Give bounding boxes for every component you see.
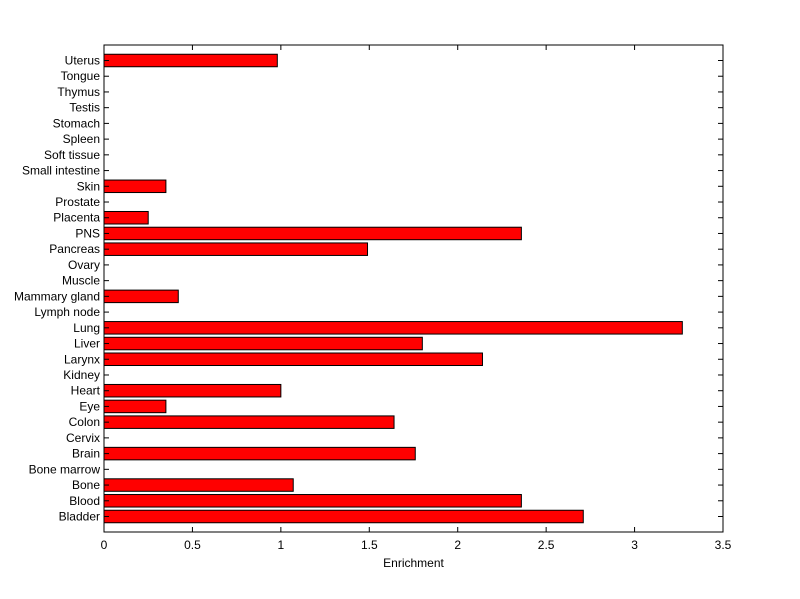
ticks-group: [103, 45, 724, 532]
y-tick-label-bone-marrow: Bone marrow: [29, 462, 101, 476]
x-axis-title: Enrichment: [383, 556, 444, 570]
x-tick-label-2: 1: [278, 538, 285, 552]
y-tick-label-lymph-node: Lymph node: [34, 305, 100, 319]
y-tick-label-skin: Skin: [77, 179, 100, 193]
x-tick-labels-group: 0 0.5 1 1.5 2 2.5 3 3.5: [101, 538, 732, 552]
bar-mammary-gland: [103, 289, 179, 304]
bar-placenta: [103, 210, 149, 225]
y-tick-label-uterus: Uterus: [65, 54, 100, 68]
y-tick-label-thymus: Thymus: [57, 85, 100, 99]
y-tick-label-stomach: Stomach: [53, 116, 100, 130]
x-tick-label-5: 2.5: [538, 538, 555, 552]
y-tick-label-prostate: Prostate: [55, 195, 100, 209]
y-tick-label-small-intestine: Small intestine: [22, 164, 100, 178]
x-tick-label-0: 0: [101, 538, 108, 552]
bar-colon: [103, 415, 395, 429]
x-tick-label-7: 3.5: [715, 538, 732, 552]
bar-larynx: [103, 352, 483, 367]
bar-pancreas: [103, 242, 369, 256]
y-tick-label-blood: Blood: [69, 494, 100, 508]
y-tick-label-spleen: Spleen: [63, 132, 100, 146]
bar-bone: [103, 478, 294, 492]
y-tick-label-bladder: Bladder: [59, 510, 100, 524]
y-tick-label-ovary: Ovary: [68, 258, 100, 272]
y-tick-label-tongue: Tongue: [61, 69, 101, 83]
y-tick-label-brain: Brain: [72, 447, 100, 461]
x-tick-label-1: 0.5: [184, 538, 201, 552]
y-tick-label-larynx: Larynx: [64, 352, 100, 366]
plot-area-frame: [103, 44, 724, 533]
y-tick-label-muscle: Muscle: [62, 274, 100, 288]
y-tick-label-kidney: Kidney: [63, 368, 100, 382]
y-tick-label-bone: Bone: [72, 478, 100, 492]
bar-lung: [103, 321, 683, 335]
bar-bladder: [103, 509, 584, 524]
y-tick-label-mammary-gland: Mammary gland: [14, 289, 100, 303]
bar-pns: [103, 226, 522, 241]
bar-uterus: [103, 53, 278, 68]
bar-blood: [103, 494, 522, 508]
bar-brain: [103, 446, 416, 461]
y-tick-label-soft-tissue: Soft tissue: [44, 148, 100, 162]
bar-heart: [103, 383, 282, 398]
y-tick-label-colon: Colon: [69, 415, 100, 429]
y-tick-label-placenta: Placenta: [53, 211, 100, 225]
bar-eye: [103, 399, 167, 414]
x-tick-label-3: 1.5: [361, 538, 378, 552]
bar-liver: [103, 336, 423, 351]
x-tick-label-6: 3: [631, 538, 638, 552]
y-tick-label-liver: Liver: [74, 337, 100, 351]
bar-skin: [103, 179, 167, 194]
y-tick-label-pancreas: Pancreas: [49, 242, 100, 256]
y-tick-label-testis: Testis: [69, 101, 100, 115]
y-tick-label-cervix: Cervix: [66, 431, 100, 445]
y-tick-label-pns: PNS: [75, 226, 100, 240]
x-tick-label-4: 2: [454, 538, 461, 552]
y-tick-label-eye: Eye: [79, 399, 100, 413]
y-tick-label-heart: Heart: [71, 384, 101, 398]
y-tick-label-lung: Lung: [73, 321, 100, 335]
